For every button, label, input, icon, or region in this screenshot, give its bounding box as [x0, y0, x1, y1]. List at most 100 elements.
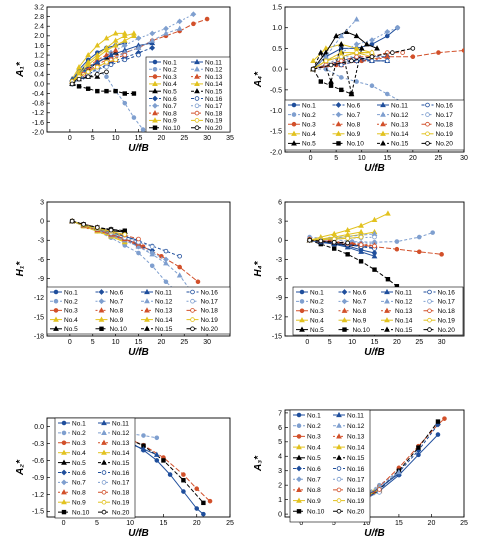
- data-point: [338, 54, 344, 60]
- legend-label: No.4: [307, 444, 321, 451]
- legend-label: No.10: [307, 509, 325, 516]
- legend-marker: [53, 289, 59, 295]
- y-tick-label: 3: [40, 199, 44, 206]
- data-point: [131, 32, 137, 38]
- y-tick-label: 2.4: [34, 24, 44, 31]
- legend-marker: [61, 430, 67, 436]
- data-point: [371, 253, 378, 259]
- x-tick-label: 25: [180, 135, 188, 142]
- data-point: [358, 45, 365, 51]
- data-point: [135, 35, 142, 42]
- series-line-12: [72, 220, 194, 295]
- y-tick-label: 0.0: [34, 81, 44, 88]
- legend-label: No.10: [163, 125, 181, 132]
- x-tick-label: 0: [68, 339, 72, 346]
- data-point: [331, 239, 337, 245]
- legend-marker: [101, 459, 107, 465]
- x-tick-label: 10: [112, 135, 120, 142]
- data-point: [377, 487, 382, 492]
- data-point: [163, 248, 169, 254]
- y-tick-label: 0: [278, 238, 282, 245]
- data-point: [122, 91, 127, 96]
- legend-marker: [152, 125, 158, 130]
- data-point: [318, 79, 323, 84]
- x-tick-label: 25: [226, 520, 234, 527]
- data-point: [190, 11, 197, 18]
- x-tick-label: 20: [157, 135, 165, 142]
- legend-marker: [101, 449, 107, 455]
- x-tick-label: 30: [438, 339, 446, 346]
- legend-box: [292, 286, 464, 336]
- legend-label: No.5: [64, 326, 78, 333]
- legend-label: No.11: [391, 102, 408, 109]
- y-tick-label: -12: [34, 295, 44, 302]
- legend-marker: [299, 299, 305, 304]
- legend-marker: [384, 326, 390, 332]
- x-axis-label: U/fB: [128, 143, 149, 154]
- legend-marker: [336, 476, 342, 482]
- series-line-12: [312, 19, 357, 70]
- legend-label: No.3: [163, 74, 177, 81]
- legend-label: No.6: [72, 470, 86, 477]
- legend-marker: [296, 465, 302, 472]
- data-point: [195, 279, 201, 285]
- legend-marker: [427, 308, 432, 314]
- series-line-15: [312, 44, 363, 95]
- legend-label: No.13: [347, 434, 365, 441]
- data-point: [135, 243, 142, 249]
- data-point: [358, 228, 364, 235]
- legend-marker: [53, 325, 59, 331]
- x-tick-label: 5: [328, 339, 332, 346]
- data-point: [181, 478, 186, 483]
- legend-label: No.6: [110, 289, 124, 296]
- legend-marker: [296, 423, 302, 429]
- data-point: [140, 445, 147, 452]
- legend-marker: [384, 317, 390, 323]
- y-tick-label: 1: [278, 497, 282, 504]
- legend-label: No.5: [72, 460, 86, 467]
- y-tick-label: -18: [34, 333, 44, 340]
- data-point: [163, 25, 169, 32]
- x-tick-label: 0: [299, 520, 303, 527]
- legend-marker: [194, 118, 200, 123]
- x-tick-label: 25: [460, 520, 468, 527]
- data-point: [76, 76, 82, 82]
- data-point: [103, 47, 110, 53]
- data-point: [95, 88, 100, 94]
- y-tick-label: -6: [276, 276, 282, 283]
- data-point: [181, 489, 186, 494]
- data-point: [112, 42, 119, 48]
- legend-marker: [98, 289, 105, 295]
- legend-label: No.13: [155, 308, 173, 315]
- x-tick-label: 20: [409, 155, 417, 162]
- data-point: [112, 37, 119, 43]
- x-tick-label: 15: [383, 155, 391, 162]
- data-point: [394, 239, 400, 244]
- data-point: [385, 210, 391, 216]
- legend-label: No.17: [347, 477, 365, 484]
- series-line-20: [309, 239, 348, 244]
- legend-label: No.5: [302, 141, 316, 148]
- legend-label: No.1: [163, 59, 177, 66]
- legend-label: No.10: [353, 327, 371, 334]
- series-line-20: [71, 71, 107, 85]
- legend-label: No.11: [205, 59, 222, 66]
- data-point: [201, 511, 206, 517]
- legend-label: No.18: [201, 308, 219, 315]
- data-point: [353, 32, 360, 39]
- legend-marker: [296, 454, 302, 460]
- legend-label: No.3: [72, 440, 86, 447]
- y-tick-label: -9: [38, 276, 44, 283]
- data-point: [76, 84, 82, 89]
- legend-label: No.19: [347, 498, 365, 505]
- legend-marker: [425, 112, 430, 117]
- legend-marker: [341, 289, 348, 295]
- legend-marker: [335, 121, 342, 127]
- series-line-16: [309, 239, 375, 250]
- legend-marker: [384, 298, 390, 304]
- data-point: [149, 30, 156, 37]
- y-tick-label: 0.4: [34, 72, 44, 79]
- x-tick-label: 20: [193, 520, 201, 527]
- data-point: [108, 227, 114, 233]
- legend: No.1 No.2 No.3 No.4 No.5 No.6 No.7 No.8 No.9 No.1…: [289, 409, 371, 523]
